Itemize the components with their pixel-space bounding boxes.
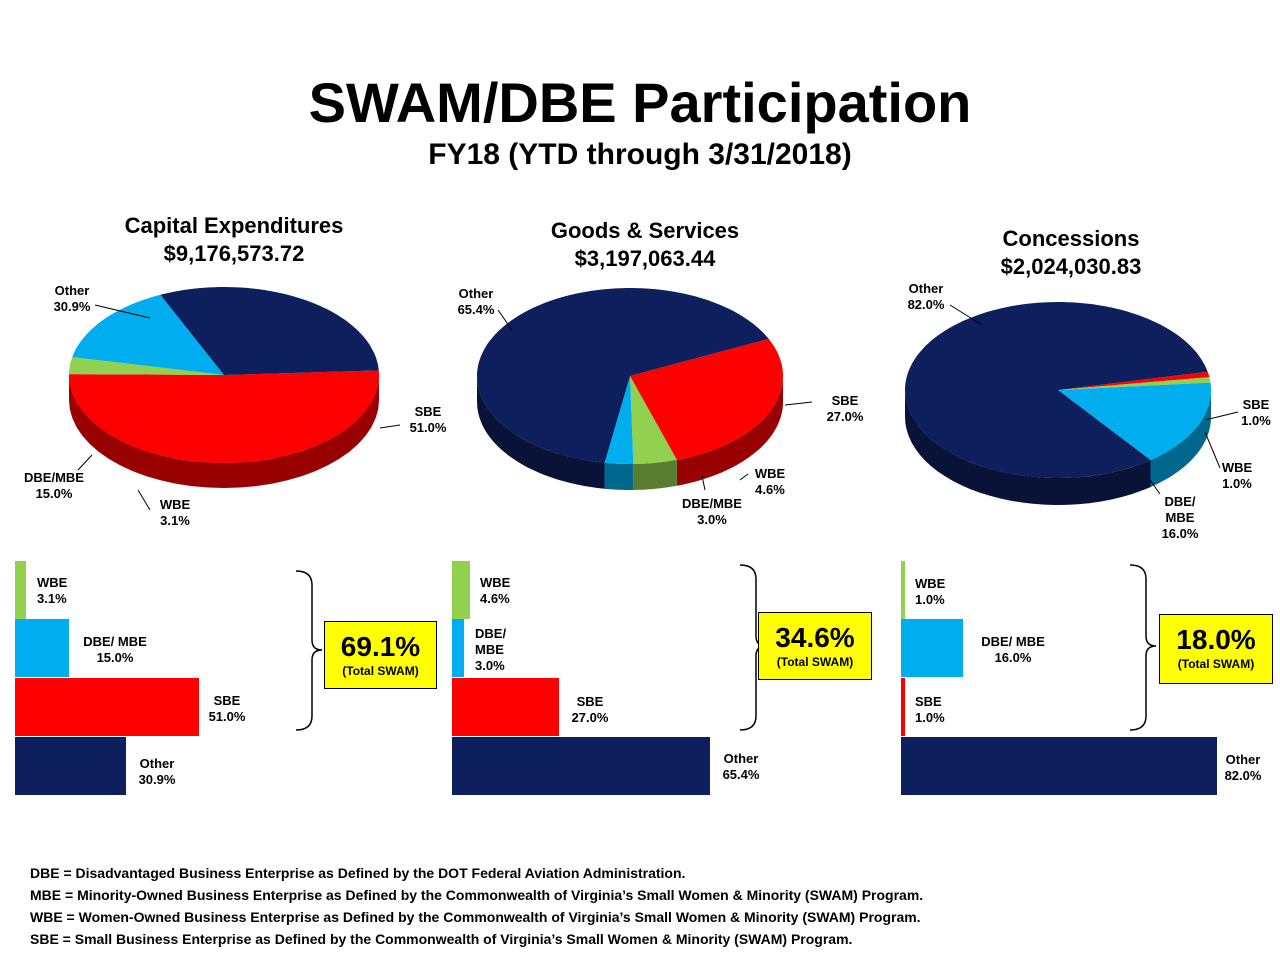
bar-label-sbe: SBE 1.0%: [915, 694, 945, 725]
bar-wbe: [452, 561, 471, 619]
leader-line: [497, 309, 513, 331]
bar-label-dbe-mbe: DBE/ MBE 16.0%: [981, 634, 1045, 665]
pie-label-dbe-mbe: DBE/MBE 3.0%: [682, 496, 742, 527]
leader-line: [137, 489, 151, 511]
pie-slice-wbe: [69, 357, 224, 375]
pie-slice-dbe-mbe: [72, 294, 224, 375]
leader-line: [1204, 431, 1221, 469]
total-swam-label: (Total SWAM): [776, 655, 854, 669]
brace-concessions: [1129, 564, 1157, 731]
pie-slice-wbe: [630, 376, 677, 464]
pie-side-sbe: [676, 376, 783, 486]
bar-sbe: [452, 678, 559, 736]
pie-slice-sbe: [69, 370, 379, 463]
pie-label-other: Other 30.9%: [53, 283, 91, 314]
chart-title-capital: Capital Expenditures $9,176,573.72: [54, 212, 414, 268]
brace-capital: [295, 570, 323, 731]
bar-other: [452, 737, 711, 795]
page-title: SWAM/DBE Participation: [308, 71, 972, 134]
total-swam-label: (Total SWAM): [342, 664, 419, 678]
total-swam-value: 18.0%: [1176, 624, 1256, 655]
bar-label-wbe: WBE 3.1%: [37, 575, 68, 606]
total-swam-box: 69.1% (Total SWAM): [324, 621, 437, 689]
leader-line: [1149, 479, 1161, 495]
chart-title-text: Capital Expenditures: [124, 213, 344, 238]
pie-side-other: [477, 376, 605, 489]
bar-label-dbe-mbe: DBE/ MBE 3.0%: [475, 626, 507, 673]
footnote-dbe: DBE = Disadvantaged Business Enterprise …: [30, 865, 686, 881]
pie-label-wbe: WBE 1.0%: [1221, 460, 1253, 491]
leader-line: [739, 473, 749, 481]
pie-slice-other: [160, 287, 379, 375]
total-swam-box: 18.0% (Total SWAM): [1159, 614, 1273, 684]
pie-slice-wbe: [1058, 377, 1211, 390]
footnote-sbe: SBE = Small Business Enterprise as Defin…: [30, 931, 853, 947]
total-swam-value: 34.6%: [775, 622, 855, 653]
pie-side-wbe: [633, 459, 677, 490]
footnote-wbe: WBE = Women-Owned Business Enterprise as…: [30, 909, 921, 925]
leader-line: [949, 304, 983, 326]
chart-title-goods: Goods & Services $3,197,063.44: [465, 217, 825, 273]
bar-other: [901, 737, 1217, 795]
bar-dbe-mbe: [15, 619, 69, 677]
total-swam-value: 69.1%: [340, 631, 421, 662]
footnotes: DBE = Disadvantaged Business Enterprise …: [30, 862, 923, 950]
bar-label-sbe: SBE 51.0%: [208, 693, 246, 724]
pie-label-wbe: WBE 3.1%: [159, 497, 191, 528]
bar-label-other: Other 65.4%: [722, 751, 760, 782]
chart-title-concessions: Concessions $2,024,030.83: [891, 225, 1251, 281]
pie-slice-other: [477, 288, 769, 463]
bar-other: [15, 737, 127, 795]
bar-wbe: [15, 561, 27, 619]
bar-label-other: Other 82.0%: [1224, 752, 1262, 783]
chart-title-text: Goods & Services: [550, 218, 740, 243]
bar-wbe: [901, 561, 905, 619]
pie-side-other: [905, 390, 1151, 505]
leader-line: [94, 304, 151, 319]
pie-side-dbe-mbe: [1150, 390, 1211, 488]
pie-label-sbe: SBE 27.0%: [826, 393, 864, 424]
bar-label-wbe: WBE 4.6%: [480, 575, 511, 606]
pie-side-sbe: [69, 375, 379, 488]
pie-slice-sbe: [1058, 371, 1210, 390]
pie-label-other: Other 65.4%: [457, 286, 495, 317]
pie-label-other: Other 82.0%: [907, 281, 945, 312]
pie-slice-sbe: [630, 338, 783, 460]
bar-label-sbe: SBE 27.0%: [571, 694, 609, 725]
leader-line: [701, 475, 706, 491]
chart-amount: $3,197,063.44: [574, 246, 716, 271]
bar-label-other: Other 30.9%: [138, 756, 176, 787]
footnote-mbe: MBE = Minority-Owned Business Enterprise…: [30, 887, 924, 903]
pie-label-dbe-mbe: DBE/MBE 15.0%: [24, 470, 84, 501]
chart-amount: $2,024,030.83: [1000, 254, 1142, 279]
pie-slice-other: [905, 302, 1208, 478]
bar-dbe-mbe: [901, 619, 963, 677]
pie-label-sbe: SBE 51.0%: [409, 404, 447, 435]
page-subtitle: FY18 (YTD through 3/31/2018): [428, 138, 852, 171]
pie-slice-dbe-mbe: [604, 376, 634, 464]
bar-sbe: [15, 678, 199, 736]
bar-label-wbe: WBE 1.0%: [915, 576, 946, 607]
pie-label-sbe: SBE 1.0%: [1241, 397, 1271, 428]
pie-label-wbe: WBE 4.6%: [754, 466, 786, 497]
leader-line: [77, 454, 93, 471]
chart-amount: $9,176,573.72: [163, 241, 305, 266]
total-swam-label: (Total SWAM): [1177, 657, 1255, 671]
total-swam-box: 34.6% (Total SWAM): [758, 612, 872, 680]
pie-label-dbe-mbe: DBE/ MBE 16.0%: [1161, 494, 1199, 541]
bar-sbe: [901, 678, 905, 736]
chart-title-text: Concessions: [1002, 226, 1140, 251]
leader-line: [379, 424, 401, 429]
pie-side-dbe-mbe: [604, 462, 634, 490]
bar-label-dbe-mbe: DBE/ MBE 15.0%: [83, 634, 147, 665]
leader-line: [1204, 411, 1239, 421]
pie-slice-dbe-mbe: [1058, 382, 1211, 461]
bar-dbe-mbe: [452, 619, 464, 677]
leader-line: [784, 401, 813, 406]
